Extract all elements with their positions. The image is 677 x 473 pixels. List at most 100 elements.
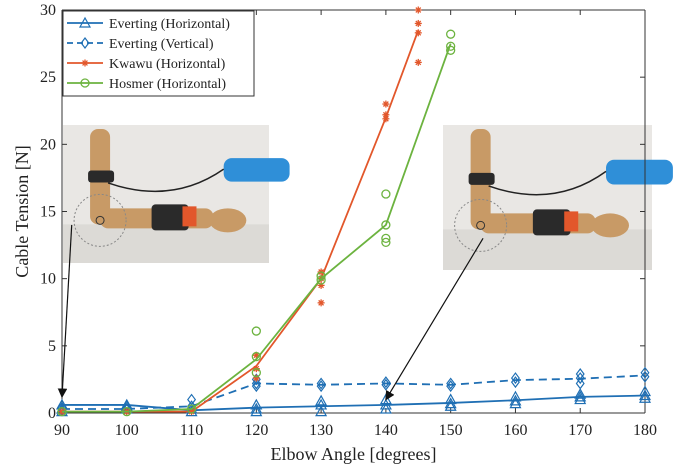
x-tick-label: 150	[439, 422, 463, 439]
legend-label-everting-vertical: Everting (Vertical)	[109, 37, 214, 52]
data-point-everting-horizontal	[638, 385, 652, 397]
data-point-hosmer-horizontal	[316, 275, 326, 285]
series-line-everting-vertical	[62, 374, 646, 410]
photos-layer	[63, 125, 673, 270]
photo-table-surface	[443, 229, 652, 270]
data-point-hosmer-horizontal	[186, 404, 197, 414]
elbow-joint	[476, 220, 486, 230]
data-point-kwawu-horizontal	[382, 115, 390, 123]
inset-photo-1	[63, 125, 290, 263]
arm-strap	[88, 170, 115, 183]
data-point-everting-horizontal	[574, 390, 587, 402]
data-point-kwawu-horizontal-stroke	[415, 20, 422, 27]
data-point-hosmer-horizontal	[446, 29, 456, 39]
data-point-everting-horizontal	[509, 390, 522, 402]
control-cable	[107, 168, 225, 193]
data-point-everting-horizontal	[638, 391, 652, 403]
data-point-hosmer-horizontal	[251, 351, 261, 362]
legend-marker-hosmer-horizontal	[80, 78, 90, 88]
legend-marker-kwawu-horizontal	[81, 59, 89, 67]
inset-photo-2	[443, 125, 673, 270]
y-tick-label: 25	[40, 69, 56, 86]
series-kwawu-horizontal	[58, 6, 422, 416]
forearm-socket	[151, 204, 189, 231]
socket-band	[182, 206, 197, 227]
data-point-everting-horizontal	[509, 394, 522, 406]
data-point-everting-horizontal	[379, 398, 392, 410]
data-point-kwawu-horizontal	[414, 19, 422, 27]
data-point-everting-vertical	[510, 376, 520, 389]
data-point-everting-horizontal	[250, 405, 263, 417]
data-point-hosmer-horizontal	[446, 45, 456, 55]
data-point-everting-vertical	[510, 372, 520, 385]
data-point-kwawu-horizontal-stroke	[253, 352, 260, 359]
data-point-everting-horizontal	[315, 398, 328, 410]
data-point-kwawu-horizontal	[414, 6, 422, 14]
data-point-everting-vertical	[446, 377, 456, 390]
data-point-everting-vertical	[251, 377, 261, 390]
annotation-arrow	[57, 224, 73, 399]
arm-strap	[468, 172, 495, 185]
series-layer	[55, 6, 652, 417]
annotation-arrow	[385, 238, 484, 401]
y-tick-label: 5	[48, 338, 56, 355]
data-point-everting-horizontal	[444, 400, 457, 411]
series-everting-vertical	[57, 366, 650, 417]
data-point-everting-vertical	[575, 372, 585, 385]
y-tick-label: 30	[40, 2, 56, 19]
data-point-hosmer-horizontal	[381, 233, 391, 244]
data-point-hosmer-horizontal	[251, 326, 261, 336]
everting-actuator	[223, 158, 290, 182]
y-tick-label: 10	[40, 271, 56, 288]
x-tick-label: 120	[244, 422, 268, 439]
data-point-hosmer-horizontal	[251, 368, 261, 378]
series-line-everting-horizontal	[62, 394, 646, 412]
series-line-hosmer-horizontal	[62, 43, 452, 413]
data-point-kwawu-horizontal	[414, 29, 422, 37]
data-point-kwawu-horizontal-stroke	[415, 7, 422, 13]
data-point-kwawu-horizontal-stroke	[382, 115, 389, 122]
data-point-kwawu-horizontal-stroke	[415, 29, 422, 36]
data-point-everting-horizontal	[638, 389, 652, 401]
data-point-everting-vertical	[381, 376, 391, 389]
legend: Everting (Horizontal) Everting (Vertical)…	[62, 10, 255, 97]
y-tick-label: 0	[48, 405, 56, 422]
legend-box	[62, 10, 255, 97]
axes: 90 100 110 120 130 140 150 160 170 180 0 5 10 15 20 25 3…	[12, 2, 657, 464]
data-point-everting-horizontal	[574, 387, 587, 399]
legend-marker-kwawu-horizontal-stroke	[82, 60, 88, 66]
data-point-everting-horizontal	[315, 405, 328, 417]
data-point-everting-horizontal	[250, 398, 263, 410]
protractor	[454, 198, 508, 252]
data-point-everting-vertical	[316, 377, 326, 390]
data-point-hosmer-horizontal	[381, 237, 391, 248]
data-point-hosmer-horizontal	[122, 407, 132, 417]
data-point-everting-horizontal	[509, 397, 522, 409]
data-point-everting-horizontal	[379, 402, 392, 414]
data-point-everting-horizontal	[444, 397, 457, 409]
data-point-kwawu-horizontal-stroke	[415, 59, 422, 66]
data-point-everting-vertical	[640, 370, 650, 383]
legend-label-hosmer-horizontal: Hosmer (Horizontal)	[109, 77, 226, 92]
data-point-everting-horizontal	[315, 394, 328, 406]
x-tick-label: 170	[568, 422, 592, 439]
x-tick-label: 130	[309, 422, 333, 439]
data-point-hosmer-horizontal	[316, 271, 326, 281]
prosthetic-hand	[591, 213, 630, 238]
data-point-everting-vertical	[251, 380, 261, 393]
everting-actuator	[606, 159, 673, 185]
x-tick-label: 140	[374, 422, 398, 439]
y-tick-label: 15	[40, 204, 56, 221]
x-tick-label: 110	[180, 422, 203, 439]
data-point-everting-vertical	[446, 380, 456, 393]
data-point-kwawu-horizontal	[414, 58, 422, 66]
legend-label-everting-horizontal: Everting (Horizontal)	[109, 17, 230, 32]
data-point-everting-vertical	[316, 380, 326, 393]
prosthetic-hand	[209, 208, 247, 233]
legend-marker-everting-vertical	[80, 37, 90, 49]
legend-marker-everting-horizontal	[78, 16, 92, 28]
series-hosmer-horizontal	[57, 29, 456, 417]
data-point-everting-horizontal	[444, 393, 457, 405]
